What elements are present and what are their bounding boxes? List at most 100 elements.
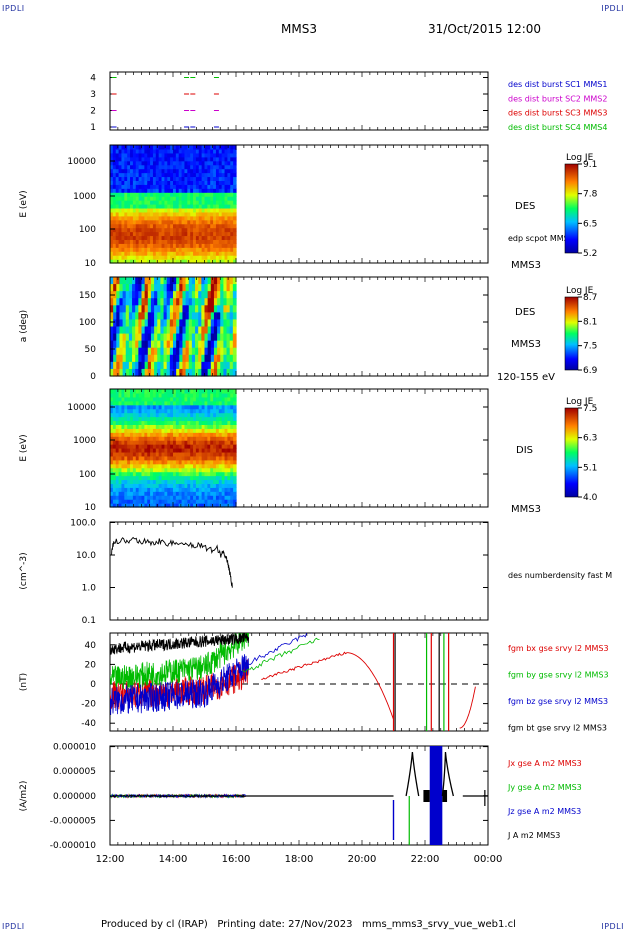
spectro-cell [230, 392, 234, 398]
spectro-cell [147, 312, 152, 321]
spectro-cell [121, 416, 125, 422]
spectro-cell [233, 172, 237, 178]
spectro-cell [213, 340, 218, 349]
spectro-cell [198, 428, 203, 433]
spectro-cell [190, 479, 194, 484]
spectro-cell [135, 156, 140, 162]
spectro-cell [135, 428, 140, 433]
spectro-cell [150, 239, 154, 244]
spectro-cell [110, 247, 114, 252]
spectro-cell [204, 277, 209, 285]
spectro-cell [141, 215, 145, 221]
spectro-cell [178, 444, 183, 449]
spectro-cell [221, 227, 226, 233]
spectro-cell [141, 491, 145, 496]
spectro-cell [207, 255, 211, 260]
spectro-cell [135, 440, 140, 445]
spectro-cell [135, 471, 140, 477]
spectro-cell [132, 428, 137, 433]
spectro-cell [130, 152, 134, 158]
spectro-cell [198, 396, 203, 402]
spectro-cell [198, 432, 203, 437]
spectro-cell [170, 408, 174, 414]
spectro-cell [204, 184, 208, 189]
spectro-cell [119, 319, 124, 328]
spectro-cell [204, 420, 208, 425]
spectro-cell [221, 152, 226, 158]
spectro-cell [122, 333, 127, 342]
spectro-cell [173, 503, 177, 508]
spectro-cell [144, 196, 148, 201]
spectro-cell [213, 184, 217, 189]
spectro-cell [112, 200, 117, 205]
spectro-cell [178, 176, 183, 181]
spectro-cell [150, 227, 154, 233]
spectro-cell [217, 284, 221, 292]
spectro-cell [150, 479, 154, 484]
spectro-cell [215, 455, 220, 461]
spectro-cell [233, 463, 237, 469]
spectro-cell [124, 215, 128, 221]
spectro-cell [157, 312, 161, 321]
spectro-cell [198, 168, 203, 174]
spectro-cell [121, 467, 125, 473]
spectro-cell [152, 200, 157, 205]
spectro-cell [198, 259, 203, 264]
spectro-cell [215, 467, 220, 473]
spectro-cell [227, 444, 231, 449]
spectro-cell [167, 239, 171, 244]
spectro-cell [227, 408, 231, 414]
spectro-cell [176, 368, 180, 377]
spectro-cell [193, 448, 197, 453]
spectro-cell [188, 277, 193, 285]
spectro-cell [233, 235, 237, 240]
spectro-cell [187, 188, 191, 193]
spectro-cell [164, 223, 168, 229]
spectro-cell [128, 319, 133, 328]
spectro-cell [190, 156, 194, 162]
spectro-cell [187, 168, 191, 174]
spectro-cell [187, 483, 191, 488]
spectro-cell [130, 227, 134, 233]
spectro-cell [132, 145, 137, 150]
spectro-cell [141, 463, 145, 469]
spectro-cell [115, 459, 120, 465]
spectro-cell [124, 164, 128, 170]
spectro-cell [210, 298, 215, 306]
spectro-cell [118, 424, 123, 429]
spectro-cell [232, 298, 237, 306]
spectro-cell [190, 459, 194, 465]
spectro-cell [190, 428, 194, 433]
spectro-cell [110, 436, 114, 441]
spectro-cell [121, 455, 125, 461]
spectro-cell [187, 495, 191, 500]
spectro-cell [190, 145, 194, 150]
spectro-cell [141, 412, 145, 418]
spectro-cell [147, 361, 152, 370]
spectro-cell [116, 319, 121, 328]
spectro-cell [121, 176, 125, 181]
spectro-cell [178, 487, 183, 492]
spectro-cell [221, 156, 226, 162]
spectro-cell [220, 354, 224, 363]
spectro-cell [141, 326, 146, 335]
spectro-cell [201, 196, 206, 201]
spectro-cell [213, 239, 217, 244]
spectro-cell [130, 463, 134, 469]
spectro-cell [198, 204, 203, 209]
spectro-cell [150, 495, 154, 500]
spectro-cell [210, 491, 214, 496]
spectro-cell [224, 487, 229, 492]
spectro-cell [193, 227, 197, 233]
spectro-cell [124, 491, 128, 496]
spectro-cell [215, 459, 220, 465]
spectro-cell [155, 207, 160, 213]
dis-energy-ytick-label: 1000 [73, 436, 96, 446]
spectro-cell [230, 192, 234, 197]
spectro-cell [207, 227, 211, 233]
spectro-cell [150, 243, 154, 248]
spectro-cell [190, 259, 194, 264]
spectro-cell [178, 180, 183, 185]
spectro-cell [181, 243, 186, 248]
spectro-cell [188, 333, 193, 342]
